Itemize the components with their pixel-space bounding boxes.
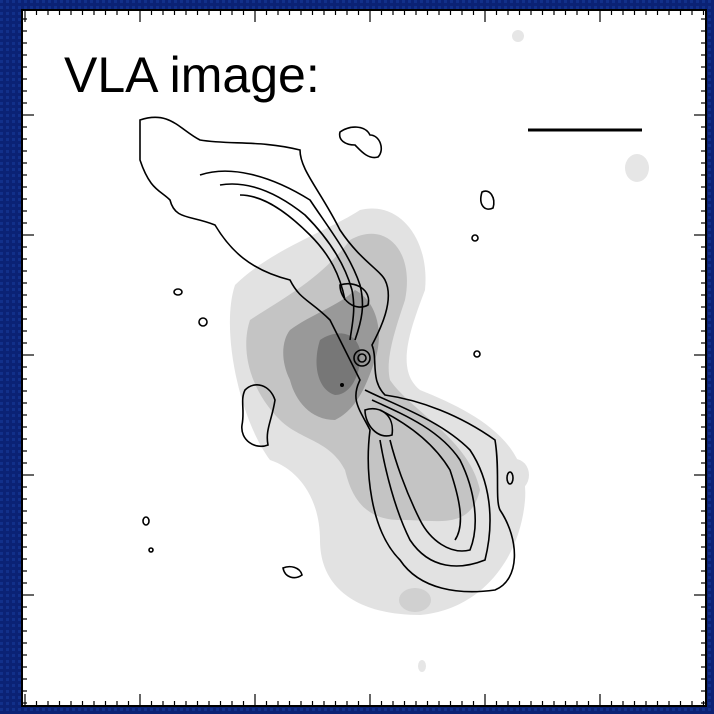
grey-blob <box>512 30 524 42</box>
image-label: VLA image: <box>64 47 320 103</box>
core-dot <box>340 383 344 387</box>
grey-blob <box>418 660 426 672</box>
grey-blob <box>625 154 649 182</box>
grey-blob <box>399 588 431 612</box>
page: VLA image: (() => { const data = JSON.pa… <box>0 0 714 714</box>
grey-blob <box>501 459 529 491</box>
vla-figure: VLA image: <box>0 0 714 714</box>
